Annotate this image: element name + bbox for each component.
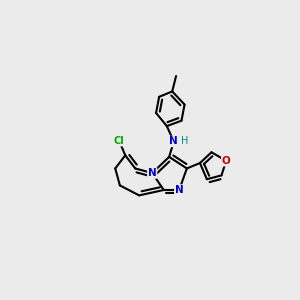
Text: N: N <box>169 136 178 146</box>
Text: N: N <box>148 168 157 178</box>
Text: O: O <box>222 156 230 166</box>
Text: N: N <box>175 185 184 195</box>
Text: Cl: Cl <box>114 136 124 146</box>
Text: H: H <box>181 136 188 146</box>
